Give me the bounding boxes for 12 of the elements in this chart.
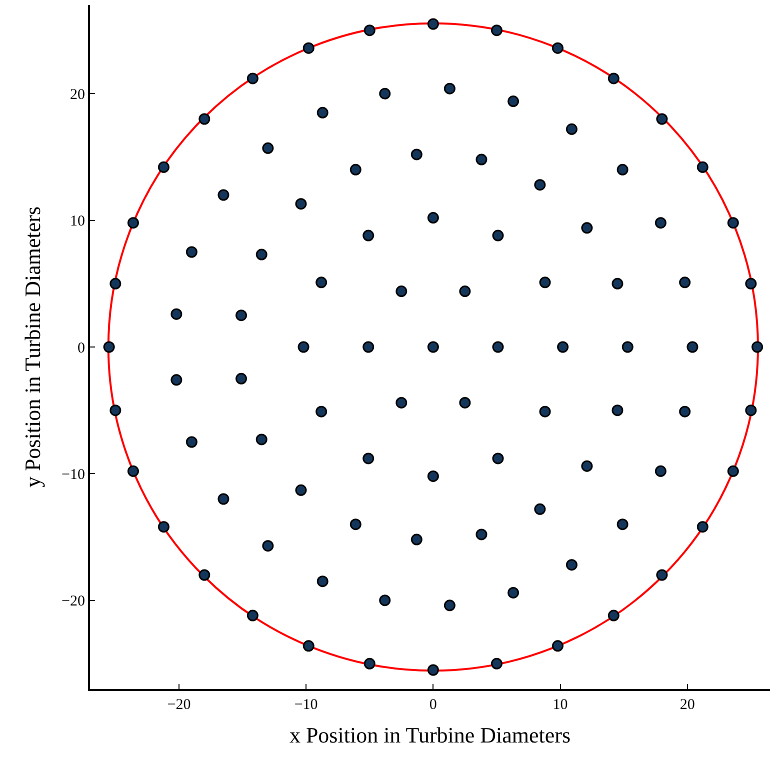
- y-tick-label: 10: [70, 214, 85, 230]
- y-tick-label: −10: [62, 466, 85, 483]
- x-tick-label: 10: [552, 697, 568, 713]
- x-tick-label: −10: [294, 697, 318, 713]
- x-axis-title: x Position in Turbine Diameters: [289, 722, 571, 748]
- x-tick-label: 0: [429, 697, 437, 713]
- y-tick-label: −20: [62, 594, 85, 610]
- y-axis-title: y Position in Turbine Diameters: [20, 206, 45, 488]
- x-tick-label: 20: [680, 697, 695, 713]
- y-tick-label: 20: [70, 86, 85, 103]
- y-tick-label: 0: [78, 340, 85, 356]
- x-tick-label: −20: [167, 697, 191, 713]
